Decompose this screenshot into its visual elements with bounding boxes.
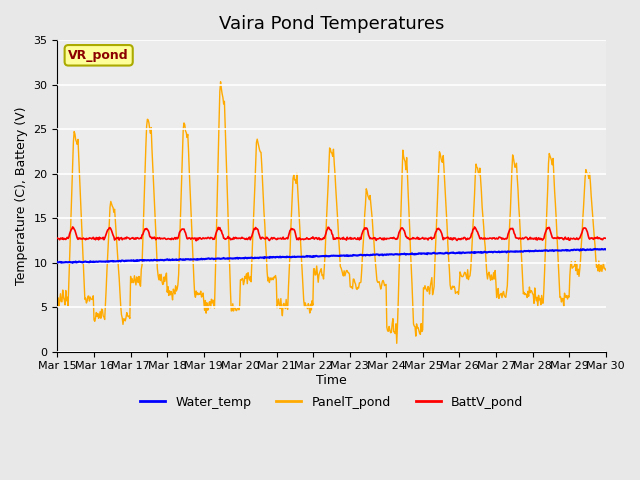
Y-axis label: Temperature (C), Battery (V): Temperature (C), Battery (V) — [15, 107, 28, 285]
Title: Vaira Pond Temperatures: Vaira Pond Temperatures — [219, 15, 444, 33]
Legend: Water_temp, PanelT_pond, BattV_pond: Water_temp, PanelT_pond, BattV_pond — [135, 391, 528, 414]
X-axis label: Time: Time — [316, 374, 347, 387]
Text: VR_pond: VR_pond — [68, 49, 129, 62]
Bar — [58, 40, 605, 174]
